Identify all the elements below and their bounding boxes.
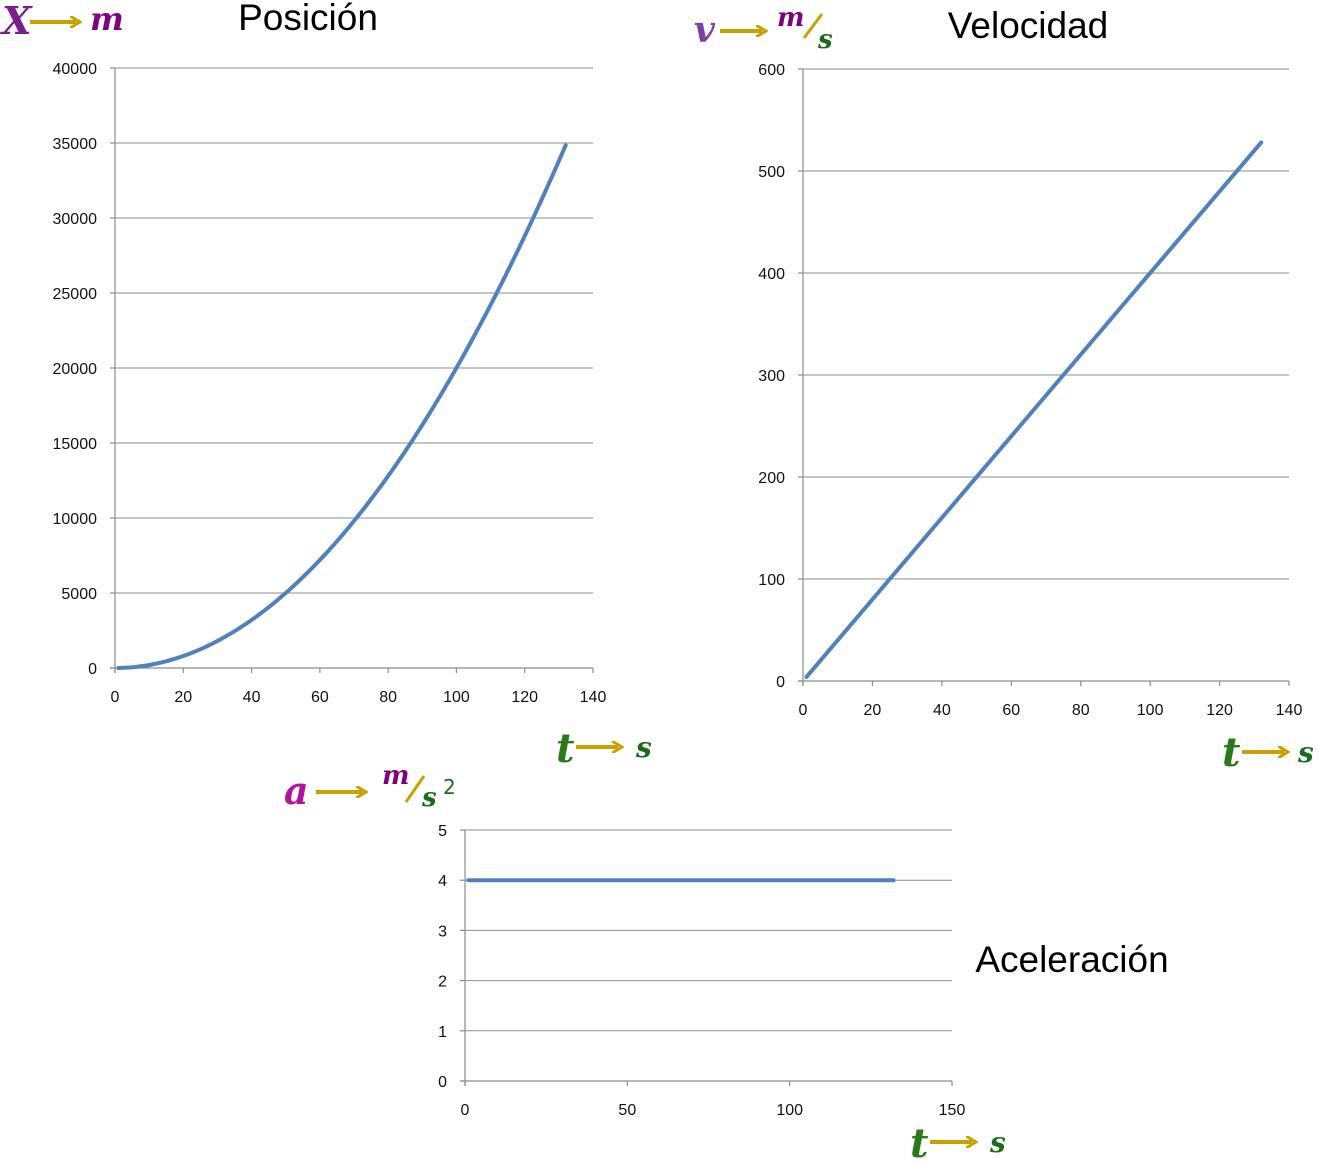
y-tick-label: 35000 xyxy=(53,136,98,153)
velocity-chart-gridlines xyxy=(798,68,1289,686)
acceleration-chart-y-ticks: 0 1 2 3 4 5 xyxy=(438,823,465,1091)
position-chart-y-ticks: 0 5000 10000 15000 20000 25000 30000 35000 40000 xyxy=(53,61,115,678)
y-tick-label: 4 xyxy=(438,873,447,890)
acceleration-chart: 0 1 2 3 4 5 0 50 100 150 Aceleración a m s 2 t s xyxy=(284,761,1169,1163)
acceleration-x-symbol: t xyxy=(910,1120,929,1163)
x-tick-label: 0 xyxy=(461,1102,470,1119)
velocity-chart-y-ticks: 0 100 200 300 400 500 600 xyxy=(758,62,803,691)
y-tick-label: 10000 xyxy=(53,511,98,528)
position-chart-gridlines xyxy=(110,67,593,673)
velocity-y-unit-numerator: m xyxy=(777,3,805,33)
position-chart-x-ticks: 0 20 40 60 80 100 120 140 xyxy=(111,668,607,706)
y-tick-label: 600 xyxy=(758,62,785,79)
series-line xyxy=(116,143,568,670)
x-tick-label: 80 xyxy=(1072,702,1090,719)
velocity-chart-x-ticks: 0 20 40 60 80 100 120 140 xyxy=(799,681,1303,719)
velocity-chart-series xyxy=(804,140,1264,679)
x-tick-label: 20 xyxy=(174,689,192,706)
acceleration-chart-title: Aceleración xyxy=(975,939,1168,980)
y-tick-label: 5000 xyxy=(61,586,97,603)
velocity-x-symbol: t xyxy=(1222,729,1241,776)
acceleration-unit-slash-icon xyxy=(404,775,426,803)
x-tick-label: 80 xyxy=(379,689,397,706)
velocity-chart-title: Velocidad xyxy=(948,5,1108,46)
x-tick-label: 100 xyxy=(443,689,470,706)
x-tick-label: 120 xyxy=(1206,702,1233,719)
x-tick-label: 50 xyxy=(618,1102,636,1119)
velocity-unit-slash-icon xyxy=(802,13,824,39)
acceleration-y-unit-denominator: s xyxy=(421,783,437,813)
y-tick-label: 300 xyxy=(758,368,785,385)
y-tick-label: 15000 xyxy=(53,436,98,453)
y-tick-label: 500 xyxy=(758,164,785,181)
y-tick-label: 5 xyxy=(438,823,447,840)
x-tick-label: 40 xyxy=(933,702,951,719)
y-tick-label: 100 xyxy=(758,572,785,589)
x-tick-label: 60 xyxy=(311,689,329,706)
acceleration-y-unit-numerator: m xyxy=(382,761,410,791)
y-tick-label: 40000 xyxy=(53,61,98,78)
y-tick-label: 0 xyxy=(88,661,97,678)
x-tick-label: 100 xyxy=(1137,702,1164,719)
x-tick-label: 140 xyxy=(580,689,607,706)
position-x-symbol: t xyxy=(556,725,575,772)
y-tick-label: 1 xyxy=(438,1024,447,1041)
x-tick-label: 120 xyxy=(511,689,538,706)
x-tick-label: 60 xyxy=(1002,702,1020,719)
acceleration-y-symbol: a xyxy=(284,768,309,813)
position-y-symbol: X xyxy=(0,0,33,43)
acceleration-x-unit: s xyxy=(989,1126,1006,1159)
x-tick-label: 100 xyxy=(776,1102,803,1119)
position-chart-series xyxy=(116,143,568,670)
position-y-unit: m xyxy=(90,0,124,38)
acceleration-y-unit-exponent: 2 xyxy=(443,775,456,799)
y-tick-label: 2 xyxy=(438,974,447,991)
acceleration-chart-x-ticks: 0 50 100 150 xyxy=(461,1081,966,1119)
x-tick-label: 20 xyxy=(864,702,882,719)
acceleration-chart-gridlines xyxy=(460,829,952,1086)
y-tick-label: 3 xyxy=(438,923,447,940)
position-chart: 0 5000 10000 15000 20000 25000 30000 35000 40000… xyxy=(0,0,652,772)
y-tick-label: 20000 xyxy=(53,361,98,378)
x-tick-label: 150 xyxy=(939,1102,966,1119)
series-line xyxy=(804,140,1264,679)
velocity-y-unit-denominator: s xyxy=(817,25,833,55)
position-chart-title: Posición xyxy=(238,0,378,38)
velocity-y-symbol: v xyxy=(694,9,716,51)
x-tick-label: 140 xyxy=(1276,702,1303,719)
y-tick-label: 30000 xyxy=(53,211,98,228)
y-tick-label: 0 xyxy=(776,674,785,691)
velocity-chart: 0 100 200 300 400 500 600 0 20 40 60 80 100 120 140 V… xyxy=(694,3,1314,776)
x-tick-label: 0 xyxy=(111,689,120,706)
y-tick-label: 0 xyxy=(438,1074,447,1091)
y-tick-label: 400 xyxy=(758,266,785,283)
velocity-x-unit: s xyxy=(1297,736,1314,769)
x-tick-label: 40 xyxy=(243,689,261,706)
y-tick-label: 25000 xyxy=(53,286,98,303)
position-x-unit: s xyxy=(635,731,652,764)
y-tick-label: 200 xyxy=(758,470,785,487)
x-tick-label: 0 xyxy=(799,702,808,719)
